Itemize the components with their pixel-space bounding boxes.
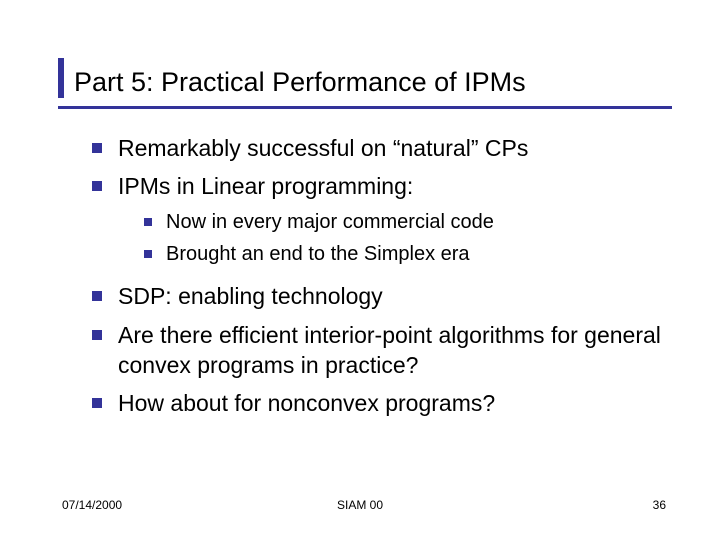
list-item: Brought an end to the Simplex era	[144, 241, 672, 267]
list-item: Are there efficient interior-point algor…	[92, 320, 672, 381]
list-item-text: Remarkably successful on “natural” CPs	[118, 133, 528, 163]
slide: Part 5: Practical Performance of IPMs Re…	[0, 0, 720, 540]
list-item: Now in every major commercial code	[144, 209, 672, 235]
title-underline	[58, 106, 672, 109]
list-item-text: SDP: enabling technology	[118, 281, 383, 311]
list-item: SDP: enabling technology	[92, 281, 672, 311]
square-bullet-icon	[92, 143, 102, 153]
list-item-text: Now in every major commercial code	[166, 209, 494, 235]
list-item-text: Are there efficient interior-point algor…	[118, 320, 672, 381]
square-bullet-icon	[144, 218, 152, 226]
square-bullet-icon	[92, 181, 102, 191]
slide-title: Part 5: Practical Performance of IPMs	[74, 67, 526, 98]
title-wrap: Part 5: Practical Performance of IPMs	[58, 58, 672, 98]
list-item-text: IPMs in Linear programming:	[118, 171, 413, 201]
square-bullet-icon	[144, 250, 152, 258]
square-bullet-icon	[92, 330, 102, 340]
square-bullet-icon	[92, 398, 102, 408]
footer-event: SIAM 00	[337, 498, 383, 512]
list-item: How about for nonconvex programs?	[92, 388, 672, 418]
footer-page-number: 36	[653, 498, 666, 512]
list-item-text: Brought an end to the Simplex era	[166, 241, 470, 267]
list-item: Remarkably successful on “natural” CPs	[92, 133, 672, 163]
title-accent-bar	[58, 58, 64, 98]
square-bullet-icon	[92, 291, 102, 301]
slide-footer: 07/14/2000 SIAM 00 36	[0, 498, 720, 512]
list-item: IPMs in Linear programming:	[92, 171, 672, 201]
footer-date: 07/14/2000	[62, 498, 122, 512]
slide-body: Remarkably successful on “natural” CPs I…	[58, 133, 672, 419]
list-item-text: How about for nonconvex programs?	[118, 388, 495, 418]
sub-list: Now in every major commercial code Broug…	[144, 209, 672, 267]
